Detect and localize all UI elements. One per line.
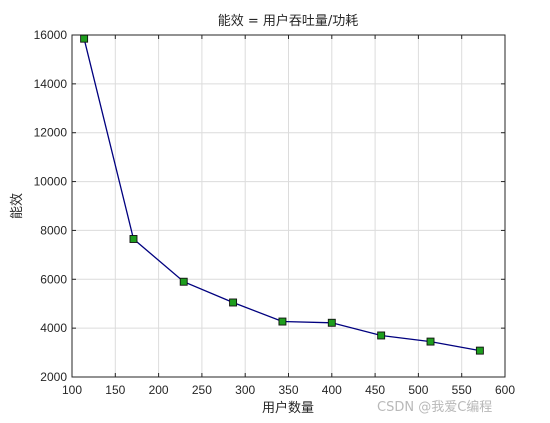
y-tick-label: 12000 [34, 126, 68, 140]
data-point-marker [229, 298, 238, 307]
x-tick-label: 400 [322, 383, 342, 397]
y-axis-label: 能效 [10, 193, 25, 219]
x-tick-labels: 100 150 200 250 300 350 400 450 500 550 600 [62, 383, 515, 397]
data-point-marker [426, 337, 435, 346]
x-tick-label: 450 [365, 383, 385, 397]
x-tick-label: 250 [192, 383, 212, 397]
watermark: CSDN @我爱C编程 [377, 400, 493, 415]
y-tick-label: 16000 [34, 28, 68, 42]
y-tick-label: 4000 [40, 321, 67, 335]
x-tick-label: 600 [495, 383, 515, 397]
x-tick-label: 350 [278, 383, 298, 397]
chart-title: 能效 = 用户吞吐量/功耗 [218, 13, 359, 29]
y-tick-label: 14000 [34, 77, 68, 91]
data-point-marker [327, 318, 336, 327]
axis-ticks [71, 34, 506, 378]
x-tick-label: 300 [235, 383, 255, 397]
x-tick-label: 200 [149, 383, 169, 397]
y-tick-label: 8000 [40, 223, 67, 237]
grid-lines [72, 35, 505, 377]
x-tick-label: 150 [105, 383, 125, 397]
data-series [80, 34, 484, 355]
data-point-marker [129, 235, 138, 243]
y-tick-label: 2000 [40, 370, 67, 384]
data-point-marker [278, 317, 287, 326]
data-point-marker [179, 277, 188, 286]
data-point-marker [475, 346, 484, 355]
y-tick-label: 10000 [34, 175, 68, 189]
data-point-marker [80, 34, 89, 43]
x-tick-label: 100 [62, 383, 82, 397]
y-tick-labels: 2000 4000 6000 8000 10000 12000 14000 16000 [34, 28, 68, 384]
x-tick-label: 500 [408, 383, 428, 397]
data-point-marker [377, 331, 386, 340]
x-tick-label: 550 [452, 383, 472, 397]
y-tick-label: 6000 [40, 272, 67, 286]
x-axis-label: 用户数量 [262, 400, 314, 416]
